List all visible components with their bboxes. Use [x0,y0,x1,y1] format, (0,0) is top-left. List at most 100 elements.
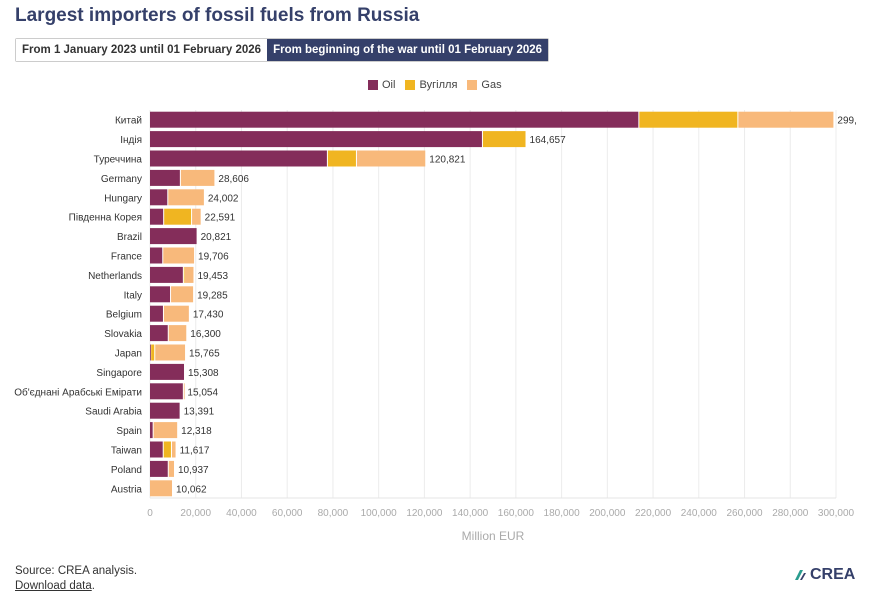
total-value-label: 10,937 [178,465,209,476]
bar-oil-segment[interactable] [150,131,482,148]
bar-oil-segment[interactable] [150,383,183,400]
total-value-label: 16,300 [190,329,221,340]
x-tick-label: 200,000 [589,508,626,519]
country-label: Austria [111,484,143,495]
country-label: Singapore [96,368,142,379]
bar-gas-segment[interactable] [171,286,194,303]
source-text: Source: CREA analysis. [15,565,138,577]
legend-item-gas[interactable]: Gas [467,79,502,91]
x-tick-label: 80,000 [318,508,349,519]
total-value-label: 11,617 [180,446,210,457]
period-toggle: From 1 January 2023 until 01 February 20… [15,38,550,62]
tab-since-war[interactable]: From beginning of the war until 01 Febru… [267,39,549,61]
bar-oil-segment[interactable] [150,169,180,186]
country-label: Південна Корея [69,213,142,224]
total-value-label: 12,318 [181,426,212,437]
bar-gas-segment[interactable] [168,189,204,206]
bar-gas-segment[interactable] [155,344,186,361]
bar-oil-segment[interactable] [150,228,197,245]
x-tick-label: 220,000 [635,508,672,519]
legend-item-coal[interactable]: Вугілля [405,79,457,91]
x-tick-label: 280,000 [772,508,809,519]
bar-coal-segment[interactable] [639,111,738,128]
bar-gas-segment[interactable] [150,480,173,497]
bar-oil-segment[interactable] [150,325,168,342]
bar-gas-segment[interactable] [163,247,195,264]
country-label: Poland [111,465,142,476]
country-label: Об'єднані Арабські Емірати [14,386,142,398]
total-value-label: 299, [837,116,856,127]
bar-gas-segment[interactable] [356,150,426,167]
total-value-label: 17,430 [193,310,224,321]
country-label: Germany [101,174,142,185]
bar-gas-segment[interactable] [180,169,215,186]
bar-oil-segment[interactable] [150,266,183,283]
bar-gas-segment[interactable] [163,305,189,322]
country-label: Туреччина [94,155,143,166]
download-data-link[interactable]: Download data [15,580,92,592]
total-value-label: 19,285 [197,290,228,301]
bar-oil-segment[interactable] [150,150,327,167]
x-tick-label: 0 [147,508,153,519]
bar-gas-segment[interactable] [184,266,194,283]
tab-since-2023[interactable]: From 1 January 2023 until 01 February 20… [16,39,268,61]
legend-label: Oil [382,79,396,91]
x-tick-label: 20,000 [180,508,211,519]
crea-logo: CREA [793,566,855,584]
country-label: Hungary [104,193,142,204]
country-label: Japan [115,349,142,360]
bar-gas-segment[interactable] [153,422,178,439]
bar-oil-segment[interactable] [150,208,164,225]
bar-coal-segment[interactable] [327,150,356,167]
bar-coal-segment[interactable] [163,441,171,458]
legend: Oil Вугілля Gas [368,79,502,91]
country-label: Brazil [117,232,142,243]
bar-gas-segment[interactable] [738,111,834,128]
legend-label: Gas [481,79,502,91]
x-tick-label: 180,000 [544,508,581,519]
legend-item-oil[interactable]: Oil [368,79,395,91]
bar-gas-segment[interactable] [192,208,201,225]
x-tick-label: 140,000 [452,508,489,519]
total-value-label: 15,054 [187,387,218,398]
x-axis-label: Million EUR [462,529,525,543]
legend-label: Вугілля [419,79,458,91]
bar-oil-segment[interactable] [150,305,163,322]
total-value-label: 13,391 [184,407,215,418]
bar-oil-segment[interactable] [150,422,153,439]
country-label: Індія [120,135,142,146]
crea-logo-icon [795,570,806,580]
total-value-label: 19,706 [198,252,229,263]
country-label: Netherlands [88,271,142,282]
total-value-label: 10,062 [176,484,207,495]
total-value-label: 120,821 [429,155,466,166]
x-tick-label: 300,000 [818,508,855,519]
bar-coal-segment[interactable] [183,266,185,283]
total-value-label: 24,002 [208,193,239,204]
bar-coal-segment[interactable] [151,344,155,361]
bar-oil-segment[interactable] [150,460,168,477]
footer-source: Source: CREA analysis. Download data. [15,565,138,592]
x-tick-label: 260,000 [726,508,763,519]
bar-gas-segment[interactable] [183,383,185,400]
bar-gas-segment[interactable] [168,460,175,477]
bar-gas-segment[interactable] [171,441,176,458]
total-value-label: 20,821 [201,232,232,243]
logo-text: CREA [810,566,856,583]
total-value-label: 15,765 [189,349,220,360]
page-title: Largest importers of fossil fuels from R… [15,5,420,26]
bar-gas-segment[interactable] [168,325,187,342]
bar-coal-segment[interactable] [482,131,526,148]
bar-oil-segment[interactable] [150,189,168,206]
bar-oil-segment[interactable] [150,402,180,419]
bar-oil-segment[interactable] [150,111,639,128]
x-tick-label: 160,000 [498,508,535,519]
bar-oil-segment[interactable] [150,344,151,361]
bar-oil-segment[interactable] [150,363,185,380]
bar-oil-segment[interactable] [150,247,163,264]
bar-oil-segment[interactable] [150,441,163,458]
bar-coal-segment[interactable] [164,208,192,225]
total-value-label: 28,606 [218,174,249,185]
bar-oil-segment[interactable] [150,286,171,303]
